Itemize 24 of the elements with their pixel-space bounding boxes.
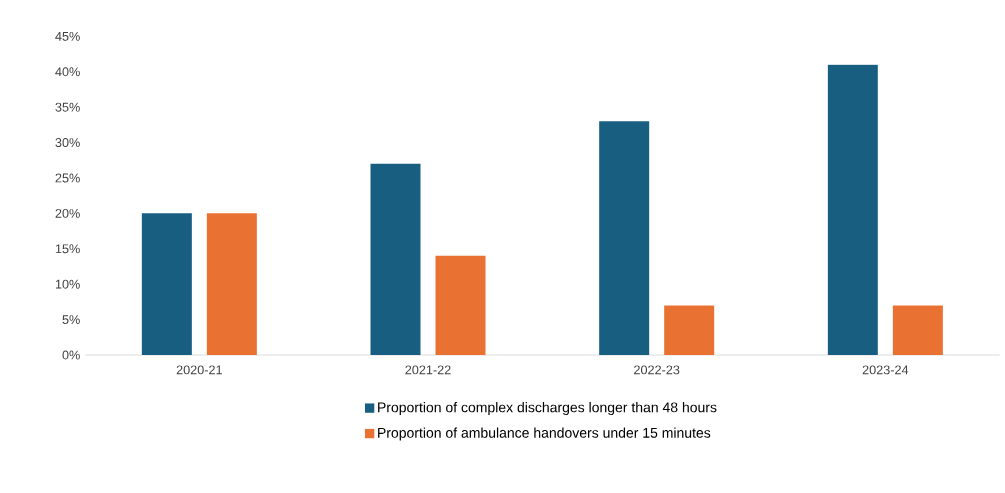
y-tick-label: 35% — [55, 102, 80, 112]
legend-label: Proportion of ambulance handovers under 15 minutes — [378, 427, 711, 441]
y-tick-label: 10% — [55, 279, 80, 289]
bar — [827, 64, 878, 355]
bar — [892, 305, 943, 355]
y-tick-label: 20% — [55, 208, 80, 218]
y-tick-label: 15% — [55, 244, 80, 254]
y-tick-label: 0% — [62, 350, 80, 360]
x-tick-label: 2020-21 — [176, 365, 222, 375]
y-tick-label: 30% — [55, 138, 80, 148]
x-tick-label: 2021-22 — [405, 365, 451, 375]
y-tick-label: 45% — [55, 31, 80, 41]
bar — [435, 255, 486, 355]
y-tick-label: 25% — [55, 173, 80, 183]
y-tick-label: 5% — [62, 315, 80, 325]
bar — [206, 213, 257, 355]
bar — [370, 163, 421, 355]
x-tick-label: 2023-24 — [862, 365, 909, 375]
legend-label: Proportion of complex discharges longer than 48 hours — [378, 402, 717, 416]
x-tick-label: 2022-23 — [634, 365, 680, 375]
bar — [664, 305, 715, 355]
bar — [599, 121, 650, 355]
y-tick-label: 40% — [55, 67, 80, 77]
bar — [141, 213, 192, 355]
